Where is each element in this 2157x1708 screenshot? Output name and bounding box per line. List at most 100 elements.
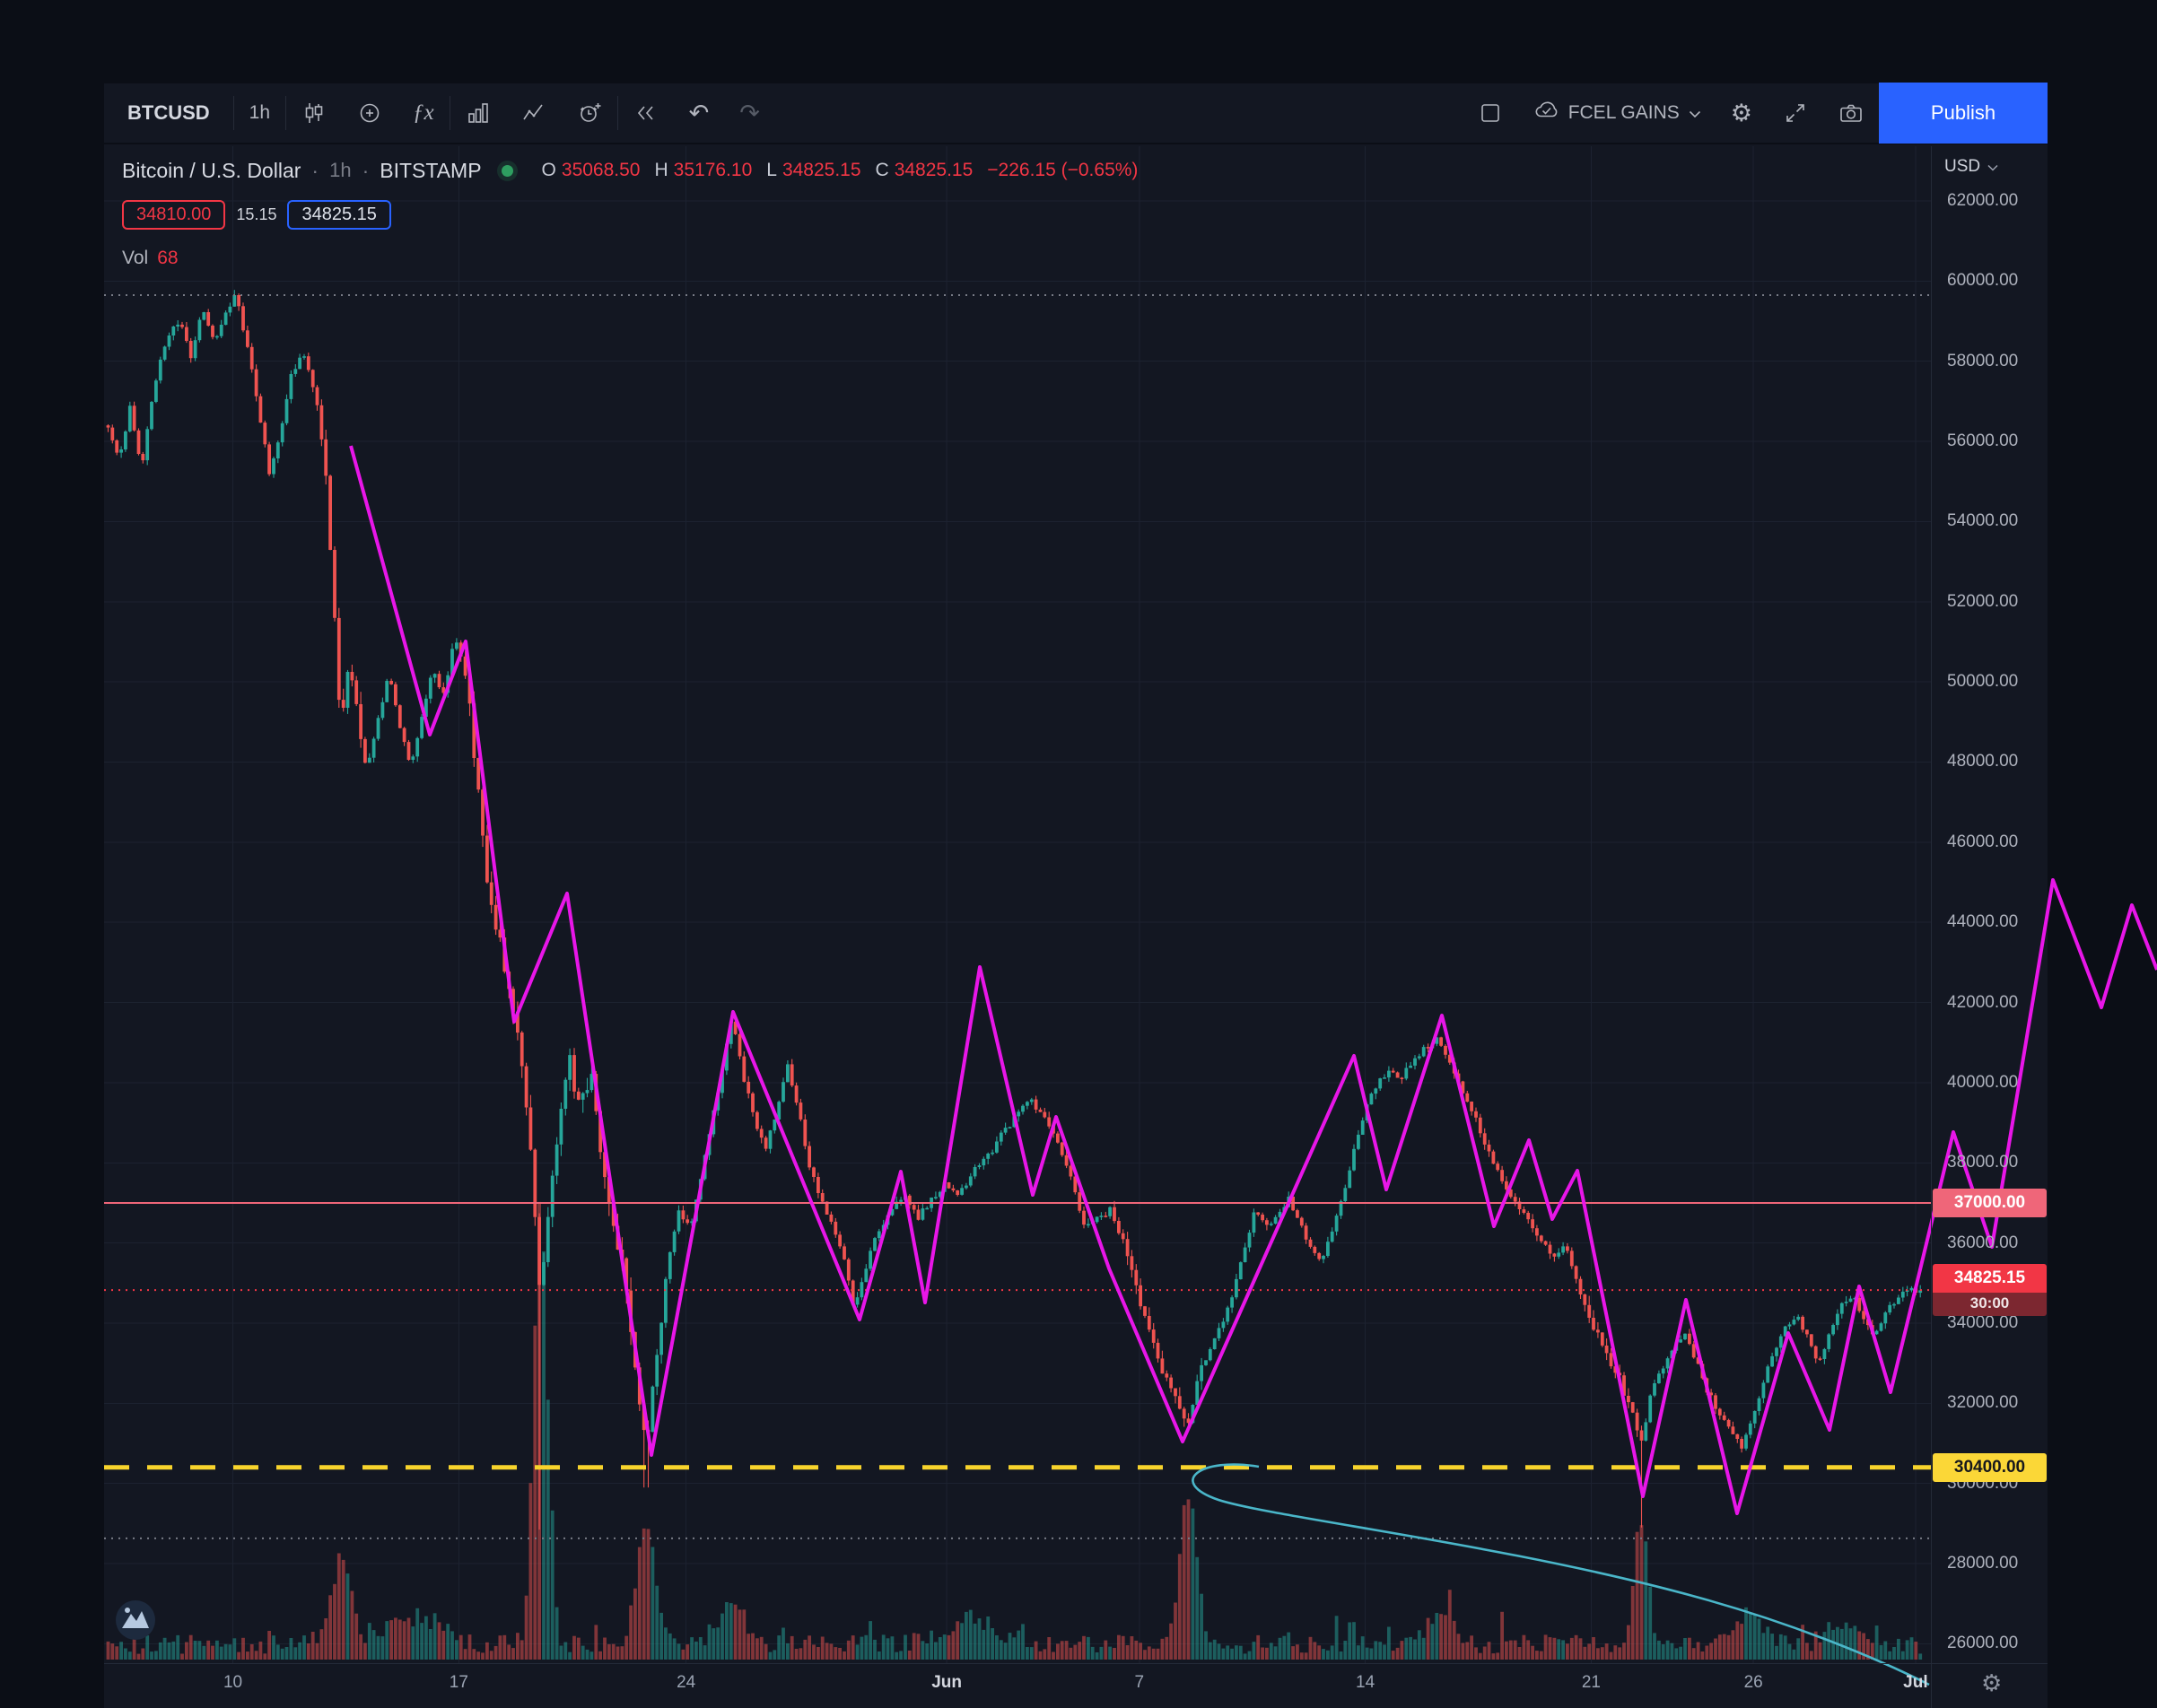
ohlc-values: O 35068.50 H 35176.10 L 34825.15 C 34825.15 … — [533, 160, 1139, 181]
volume-value: 68 — [157, 248, 179, 268]
high-label: H — [654, 160, 668, 180]
fullscreen-icon — [1783, 100, 1808, 126]
gear-icon: ⚙ — [1730, 99, 1752, 126]
zigzag-drawing[interactable] — [349, 445, 2157, 1515]
price-tick-label: 36000.00 — [1947, 1233, 2019, 1252]
time-tick-label: 26 — [1743, 1673, 1763, 1692]
low-label: L — [766, 160, 777, 180]
alert-button[interactable] — [562, 83, 617, 144]
open-label: O — [541, 160, 556, 180]
time-tick-label: 17 — [449, 1673, 468, 1692]
close-label: C — [875, 160, 889, 180]
symbol-button[interactable]: BTCUSD — [127, 101, 210, 124]
price-tick-label: 56000.00 — [1947, 431, 2019, 451]
currency-label: USD — [1944, 157, 1981, 176]
alarm-clock-plus-icon — [577, 100, 602, 126]
time-tick-label: Jun — [931, 1673, 962, 1692]
layout-button[interactable] — [1463, 83, 1518, 144]
legend-separator: · — [362, 158, 370, 182]
chevron-down-icon — [1987, 157, 1998, 177]
price-line-label-chip[interactable]: 30400.00 — [1933, 1452, 2047, 1482]
price-tick-label: 58000.00 — [1947, 351, 2019, 370]
replay-button[interactable] — [618, 83, 674, 144]
time-tick-label: 10 — [223, 1673, 243, 1692]
chevron-down-icon — [1689, 102, 1701, 124]
price-tick-label: 50000.00 — [1947, 672, 2019, 692]
rewind-icon — [633, 100, 659, 126]
price-tick-label: 44000.00 — [1947, 912, 2019, 932]
open-value: 35068.50 — [561, 160, 641, 180]
exchange-label[interactable]: BITSTAMP — [380, 158, 482, 182]
price-tick-label: 28000.00 — [1947, 1554, 2019, 1573]
price-tick-label: 48000.00 — [1947, 752, 2019, 771]
time-axis[interactable]: ⚙ 10 17 24 Jun 7 14 21 26 Jul — [104, 1663, 2048, 1708]
high-value: 35176.10 — [673, 160, 753, 180]
columns-icon — [466, 100, 491, 126]
timezone-settings-gear-icon[interactable]: ⚙ — [1981, 1669, 2003, 1696]
price-axis[interactable]: USD 62000.00 60000.00 58000.00 56000.00 5400… — [1931, 146, 2048, 1708]
price-tick-label: 26000.00 — [1947, 1634, 2019, 1653]
redo-button[interactable]: ↷ — [724, 83, 775, 144]
compare-button[interactable] — [342, 83, 397, 144]
trend-line-icon — [521, 100, 546, 126]
price-tick-label: 60000.00 — [1947, 271, 2019, 291]
price-tick-label: 42000.00 — [1947, 992, 2019, 1012]
bid-price-box[interactable]: 34810.00 — [122, 199, 226, 230]
grid-lines — [104, 146, 1931, 1663]
price-line-label-chip[interactable]: 34825.15 30:00 — [1933, 1264, 2047, 1317]
price-tick-label: 38000.00 — [1947, 1153, 2019, 1172]
tradingview-logo[interactable] — [114, 1599, 157, 1642]
forecast-button[interactable] — [506, 83, 562, 144]
price-tick-label: 46000.00 — [1947, 832, 2019, 851]
price-tick-label: 32000.00 — [1947, 1393, 2019, 1413]
symbol-title[interactable]: Bitcoin / U.S. Dollar — [122, 158, 301, 182]
legend-separator: · — [311, 158, 319, 182]
candlestick-style-icon — [301, 100, 327, 126]
price-tick-label: 62000.00 — [1947, 191, 2019, 210]
change-value: −226.15 (−0.65%) — [987, 160, 1139, 180]
undo-button[interactable]: ↶ — [674, 83, 725, 144]
redo-icon: ↷ — [739, 99, 760, 126]
curve-drawing[interactable] — [1192, 1463, 1930, 1686]
toolbar-divider — [232, 96, 234, 130]
market-status-dot[interactable] — [501, 164, 513, 177]
camera-icon — [1838, 100, 1864, 126]
settings-button[interactable]: ⚙ — [1716, 83, 1768, 144]
spread-value: 15.15 — [236, 205, 277, 223]
price-line-label-chip[interactable]: 37000.00 — [1933, 1188, 2047, 1217]
chart-type-button[interactable] — [286, 83, 342, 144]
time-tick-label: 24 — [677, 1673, 696, 1692]
templates-button[interactable] — [450, 83, 506, 144]
price-tick-label: 54000.00 — [1947, 511, 2019, 531]
time-tick-label: 7 — [1134, 1673, 1145, 1692]
volume-label[interactable]: Vol — [122, 248, 149, 268]
toolbar-divider — [285, 96, 287, 130]
publish-button[interactable]: Publish — [1879, 83, 2048, 144]
top-toolbar: BTCUSD 1h ƒx — [104, 83, 2048, 144]
time-tick-label: 21 — [1581, 1673, 1601, 1692]
price-tick-label: 40000.00 — [1947, 1072, 2019, 1092]
fullscreen-button[interactable] — [1768, 83, 1823, 144]
horizontal-price-lines[interactable] — [104, 294, 1931, 1539]
layout-name-label: FCEL GAINS — [1568, 102, 1680, 123]
toolbar-divider — [616, 96, 618, 130]
undo-icon: ↶ — [688, 99, 710, 126]
layout-square-icon — [1478, 100, 1503, 126]
price-tick-label: 52000.00 — [1947, 591, 2019, 611]
low-value: 34825.15 — [782, 160, 861, 180]
plus-circle-icon — [357, 100, 382, 126]
legend-interval[interactable]: 1h — [329, 159, 352, 181]
chart-background — [104, 83, 2048, 1708]
price-tick-label: 34000.00 — [1947, 1312, 2019, 1332]
interval-button[interactable]: 1h — [249, 102, 271, 123]
cloud-save-button[interactable]: FCEL GAINS — [1518, 83, 1716, 144]
snapshot-button[interactable] — [1823, 83, 1879, 144]
currency-toggle[interactable]: USD — [1944, 157, 1998, 177]
time-tick-label: 14 — [1356, 1673, 1375, 1692]
indicators-button[interactable]: ƒx — [413, 100, 434, 125]
close-value: 34825.15 — [894, 160, 974, 180]
cloud-check-icon — [1533, 98, 1559, 128]
ask-price-box[interactable]: 34825.15 — [287, 199, 391, 230]
